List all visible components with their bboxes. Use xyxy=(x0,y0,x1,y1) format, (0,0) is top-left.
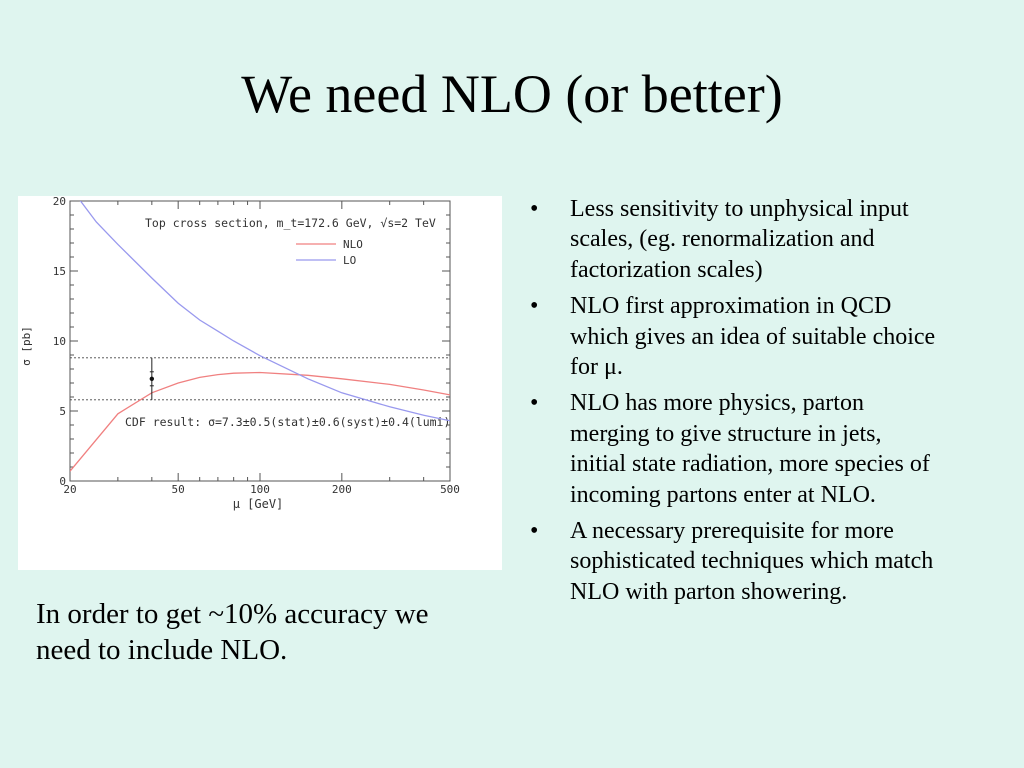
series-line-lo xyxy=(79,201,450,422)
bullet-text: NLO has more physics, parton merging to … xyxy=(570,390,930,508)
bullet-symbol: • xyxy=(530,518,539,545)
x-axis-label: μ [GeV] xyxy=(233,497,284,511)
legend-label-nlo: NLO xyxy=(343,238,363,251)
x-tick-label: 20 xyxy=(63,483,76,496)
bullet-item: • A necessary prerequisite for more soph… xyxy=(530,516,940,607)
cross-section-chart: σ [pb] μ [GeV] Top cross section, m_t=17… xyxy=(20,196,460,511)
bullet-list: • Less sensitivity to unphysical input s… xyxy=(530,194,940,613)
chart-title: Top cross section, m_t=172.6 GeV, √s=2 T… xyxy=(145,216,436,230)
bullet-symbol: • xyxy=(530,196,539,222)
slide-title: We need NLO (or better) xyxy=(241,64,783,124)
bullet-text: NLO first approximation in QCD which giv… xyxy=(570,293,936,381)
caption-text: In order to get ~10% accuracy we need to… xyxy=(36,598,429,666)
bullet-item: • NLO has more physics, parton merging t… xyxy=(530,388,940,510)
x-tick-label: 500 xyxy=(440,483,460,496)
cdf-result-label: CDF result: σ=7.3±0.5(stat)±0.6(syst)±0.… xyxy=(125,415,450,429)
y-tick-label: 0 xyxy=(59,475,66,488)
y-axis-label: σ [pb] xyxy=(20,326,33,366)
y-tick-label: 10 xyxy=(53,335,66,348)
bullet-text: Less sensitivity to unphysical input sca… xyxy=(570,196,909,283)
bullet-item: • Less sensitivity to unphysical input s… xyxy=(530,194,940,285)
bullet-item: • NLO first approximation in QCD which g… xyxy=(530,291,940,382)
plot-frame xyxy=(69,200,451,482)
bullet-symbol: • xyxy=(530,293,539,320)
x-tick-label: 200 xyxy=(332,483,352,496)
bullet-symbol: • xyxy=(530,390,539,417)
x-tick-label: 50 xyxy=(172,483,185,496)
y-tick-label: 5 xyxy=(59,405,66,418)
y-tick-label: 15 xyxy=(53,265,66,278)
cdf-data-point xyxy=(149,376,155,381)
x-tick-label: 100 xyxy=(250,483,270,496)
legend-label-lo: LO xyxy=(343,254,356,267)
cross-section-plot: σ [pb] μ [GeV] Top cross section, m_t=17… xyxy=(18,196,502,570)
bullet-text: A necessary prerequisite for more sophis… xyxy=(570,518,934,605)
y-tick-label: 20 xyxy=(53,196,66,208)
